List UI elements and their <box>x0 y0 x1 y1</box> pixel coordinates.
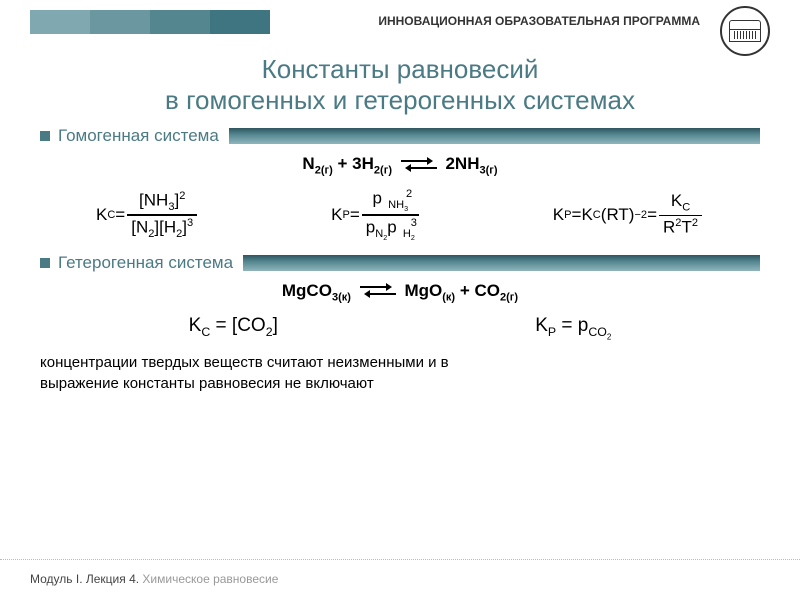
equation-1: N2(г) + 3H2(г) 2NH3(г) <box>0 154 800 176</box>
logo-icon <box>720 6 770 56</box>
section-label: Гетерогенная система <box>58 253 233 273</box>
equilibrium-arrow-icon <box>401 158 437 172</box>
equation-2: MgCO3(к) MgO(к) + CO2(г) <box>0 281 800 303</box>
note-text: концентрации твердых веществ считают неи… <box>40 353 760 394</box>
bullet-icon <box>40 258 50 268</box>
title-line-2: в гомогенных и гетерогенных системах <box>165 85 635 115</box>
formula-kp: KP = p2NH3pN2p3H2 <box>331 187 421 243</box>
eq-text: N <box>302 154 314 173</box>
divider <box>0 559 800 560</box>
formula-row-2: KC = [CO2] KP = pCO2 <box>60 315 740 341</box>
bullet-icon <box>40 131 50 141</box>
footer: Модуль I. Лекция 4. Химическое равновеси… <box>30 572 278 586</box>
section-label: Гомогенная система <box>58 126 219 146</box>
footer-module: Модуль I. Лекция 4. <box>30 572 142 586</box>
header: ИННОВАЦИОННАЯ ОБРАЗОВАТЕЛЬНАЯ ПРОГРАММА <box>0 0 800 48</box>
section-bar <box>229 128 760 144</box>
title-line-1: Константы равновесий <box>262 54 539 84</box>
page-title: Константы равновесий в гомогенных и гете… <box>20 54 780 116</box>
formula-kp-kc: KP = KC(RT)−2 = KCR2T2 <box>553 190 704 239</box>
formula-kp-pco2: KP = pCO2 <box>535 315 611 341</box>
section-heterogeneous: Гетерогенная система <box>40 253 760 273</box>
section-homogeneous: Гомогенная система <box>40 126 760 146</box>
header-text: ИННОВАЦИОННАЯ ОБРАЗОВАТЕЛЬНАЯ ПРОГРАММА <box>378 14 700 28</box>
formula-row-1: KC = [NH3]2[N2][H2]3 KP = p2NH3pN2p3H2 K… <box>30 187 770 243</box>
formula-kc-co2: KC = [CO2] <box>189 315 278 341</box>
equilibrium-arrow-icon <box>360 284 396 298</box>
header-stripes <box>30 10 270 34</box>
formula-kc: KC = [NH3]2[N2][H2]3 <box>96 189 199 241</box>
footer-topic: Химическое равновесие <box>142 572 278 586</box>
section-bar <box>243 255 760 271</box>
